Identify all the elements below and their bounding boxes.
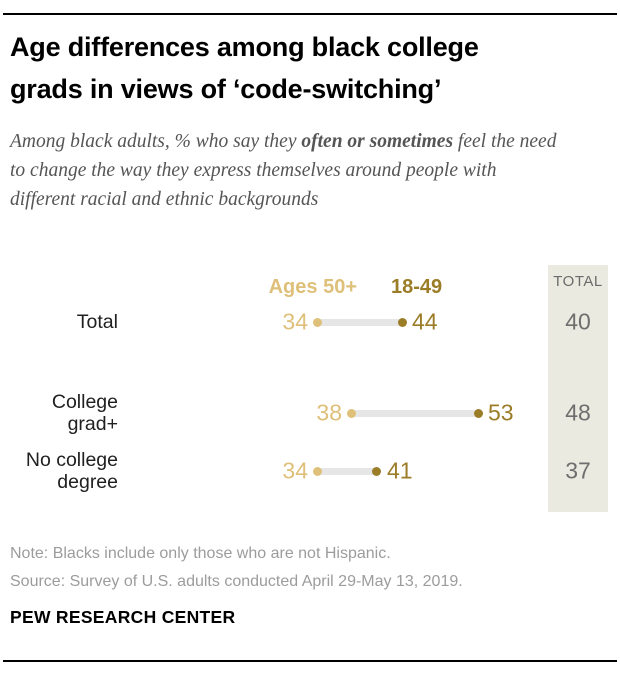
dot-ages-50-plus — [313, 317, 322, 327]
connector-bar — [318, 318, 402, 326]
dot-ages-18-49 — [398, 317, 407, 327]
dot-ages-50-plus — [347, 408, 356, 418]
category-label-line: grad+ — [67, 413, 118, 435]
legend-ages-18-49: 18-49 — [391, 276, 443, 298]
category-label-line: Total — [76, 311, 118, 333]
chart-subtitle: Among black adults, % who say they often… — [10, 127, 558, 214]
subtitle-post: feel the need to change the way they exp… — [10, 131, 557, 210]
value-total: 48 — [565, 399, 591, 426]
subtitle-bold: often or sometimes — [301, 131, 454, 152]
note-line: Note: Blacks include only those who are … — [10, 545, 391, 562]
category-label-college-grad: College grad+ — [0, 391, 118, 435]
category-label-line: degree — [57, 471, 118, 493]
dot-ages-50-plus — [313, 466, 322, 476]
legend-ages-50-plus: Ages 50+ — [268, 276, 357, 298]
total-column-background — [548, 265, 608, 512]
source-line: Source: Survey of U.S. adults conducted … — [10, 573, 463, 590]
category-label-line: College — [51, 391, 118, 413]
value-ages-18-49: 41 — [387, 457, 413, 484]
page-title: Age differences among black college grad… — [10, 26, 570, 110]
dot-ages-18-49 — [372, 466, 381, 476]
subtitle-pre: Among black adults, % who say they — [10, 131, 302, 152]
bottom-rule — [3, 660, 617, 662]
total-column-header: TOTAL — [553, 273, 603, 290]
value-ages-50-plus: 34 — [282, 457, 308, 484]
connector-bar — [318, 467, 377, 475]
title-line-2: grads in views of ‘code-switching’ — [10, 74, 442, 104]
value-ages-18-49: 44 — [412, 308, 438, 335]
value-ages-18-49: 53 — [488, 399, 514, 426]
pew-research-center-wordmark: PEW RESEARCH CENTER — [10, 607, 236, 627]
value-total: 37 — [565, 457, 591, 484]
category-label-no-college: No college degree — [0, 449, 118, 493]
title-line-1: Age differences among black college — [10, 32, 479, 62]
footnote: Note: Blacks include only those who are … — [10, 540, 610, 596]
value-ages-50-plus: 38 — [316, 399, 342, 426]
value-total: 40 — [565, 308, 591, 335]
connector-bar — [352, 409, 478, 417]
category-label-total: Total — [0, 311, 118, 333]
category-label-line: No college — [25, 449, 118, 471]
top-rule — [3, 13, 617, 15]
dot-ages-18-49 — [474, 408, 483, 418]
value-ages-50-plus: 34 — [282, 308, 308, 335]
